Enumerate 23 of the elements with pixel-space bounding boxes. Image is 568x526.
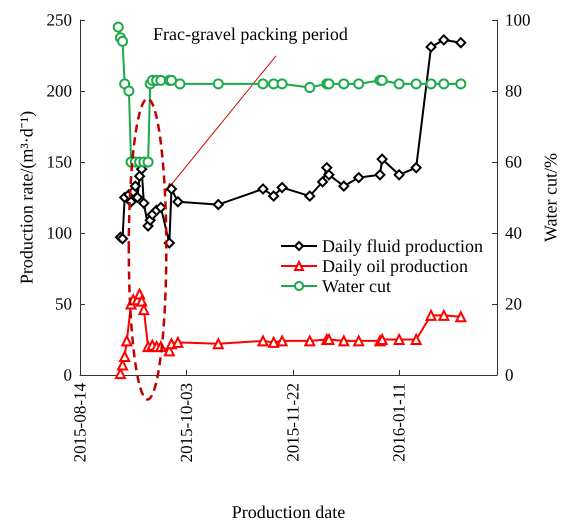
y2-tick-label: 0: [505, 366, 514, 384]
legend-label: Daily fluid production: [322, 236, 484, 256]
y2-tick-label: 80: [505, 82, 522, 100]
legend-label: Daily oil production: [322, 256, 468, 276]
y-tick-label: 50: [55, 294, 72, 314]
y2-tick-label: 100: [505, 10, 530, 30]
y-axis-title: Production rate/(m³·d⁻¹): [16, 110, 37, 284]
y2-tick-label: 60: [505, 152, 522, 172]
y-tick-label: 150: [46, 152, 72, 172]
y-tick-label: 0: [64, 366, 72, 384]
y2-tick-label: 40: [505, 224, 522, 242]
y-tick-label: 250: [46, 10, 72, 30]
x-tick-label: 2015-10-03: [176, 383, 196, 462]
y2-axis-title: Water cut/%: [540, 152, 560, 242]
legend-label: Water cut: [322, 276, 392, 296]
x-tick-label: 2015-11-22: [283, 383, 302, 462]
y-tick-label: 200: [46, 82, 72, 100]
x-tick-label: 2015-08-14: [70, 382, 90, 462]
y-tick-label: 100: [46, 224, 72, 242]
x-axis-title: Production date: [232, 502, 346, 522]
y2-tick-label: 20: [505, 294, 522, 314]
annotation: Frac-gravel packing period: [152, 24, 348, 44]
x-tick-label: 2016-01-11: [390, 383, 409, 462]
